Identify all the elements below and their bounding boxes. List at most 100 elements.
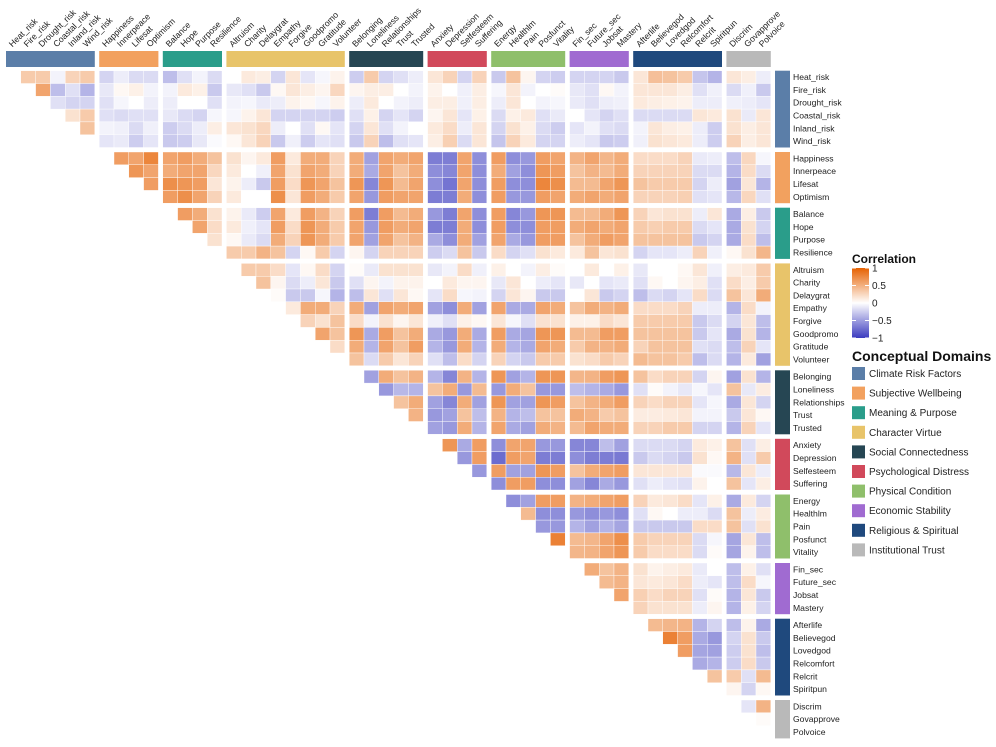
heatmap-cell xyxy=(457,233,473,247)
heatmap-cell xyxy=(378,83,394,97)
row-domain-bar xyxy=(775,700,790,739)
row-domain-bars xyxy=(775,70,790,739)
heatmap-cell xyxy=(378,370,394,384)
heatmap-cell xyxy=(270,190,286,204)
heatmap-cell xyxy=(633,70,649,84)
heatmap-cell xyxy=(177,177,193,191)
heatmap-cell xyxy=(662,507,678,521)
heatmap-cell xyxy=(726,464,742,478)
heatmap-cell xyxy=(707,327,723,341)
heatmap-cell xyxy=(471,207,488,221)
heatmap-cell xyxy=(633,464,649,478)
heatmap-cell xyxy=(633,151,649,166)
row-labels: Heat_risk Fire_risk Drought_risk Coastal_ri… xyxy=(793,72,845,737)
heatmap-cell xyxy=(128,164,144,178)
heatmap-cell xyxy=(741,494,757,508)
heatmap-cell xyxy=(491,121,507,135)
heatmap-cell xyxy=(692,207,708,221)
heatmap-cell xyxy=(491,151,507,166)
heatmap-cell xyxy=(442,370,458,384)
heatmap-cell xyxy=(662,108,678,123)
heatmap-cell xyxy=(647,588,664,602)
heatmap-cell xyxy=(647,96,664,110)
heatmap-cell xyxy=(285,177,301,191)
heatmap-cell xyxy=(707,96,723,110)
heatmap-cell xyxy=(226,96,242,110)
heatmap-cell xyxy=(192,164,208,178)
heatmap-cell xyxy=(442,408,458,422)
heatmap-cell xyxy=(206,177,223,191)
heatmap-cell xyxy=(471,382,488,397)
heatmap-cell xyxy=(647,352,664,367)
row-domain-bar xyxy=(775,563,790,615)
heatmap-cell xyxy=(471,134,488,148)
heatmap-cell xyxy=(726,352,742,367)
heatmap-cell xyxy=(647,562,664,577)
heatmap-cell xyxy=(471,151,488,166)
heatmap-cell xyxy=(408,70,424,84)
heatmap-cell xyxy=(707,207,723,221)
heatmap-cell xyxy=(393,370,409,384)
heatmap-cell xyxy=(505,314,522,328)
heatmap-cell xyxy=(300,220,316,234)
heatmap-cell xyxy=(569,134,585,148)
heatmap-cell xyxy=(393,263,409,277)
heatmap-cell xyxy=(755,438,772,452)
heatmap-cell xyxy=(755,83,772,97)
heatmap-cell xyxy=(755,70,772,84)
row-label: Future_sec xyxy=(793,577,837,587)
heatmap-cell xyxy=(633,327,649,341)
heatmap-cell xyxy=(662,370,678,384)
heatmap-cell xyxy=(692,177,708,191)
heatmap-cell xyxy=(520,421,536,435)
heatmap-cell xyxy=(613,340,630,354)
heatmap-cell xyxy=(613,451,630,465)
heatmap-cell xyxy=(741,477,757,491)
heatmap-cell xyxy=(535,352,551,367)
heatmap-cell xyxy=(329,263,346,277)
domain-legend-swatch xyxy=(852,504,865,518)
column-domain-bar xyxy=(99,51,159,67)
heatmap-cell xyxy=(442,108,458,123)
heatmap-cell xyxy=(647,288,664,303)
heatmap-cell xyxy=(491,408,507,422)
heatmap-cell xyxy=(329,151,346,166)
heatmap-cell xyxy=(427,245,443,260)
heatmap-cell xyxy=(647,220,664,234)
heatmap-cell xyxy=(692,276,708,290)
heatmap-cell xyxy=(569,245,585,260)
heatmap-cell xyxy=(285,108,301,123)
heatmap-cell xyxy=(726,477,742,491)
heatmap-cell xyxy=(741,408,757,422)
heatmap-cell xyxy=(177,164,193,178)
heatmap-cell xyxy=(741,438,757,452)
heatmap-cell xyxy=(726,327,742,341)
heatmap-cell xyxy=(520,276,536,290)
heatmap-cell xyxy=(143,151,159,166)
heatmap-cell xyxy=(741,644,757,658)
heatmap-cell xyxy=(378,340,394,354)
heatmap-cell xyxy=(349,164,365,178)
heatmap-cell xyxy=(457,314,473,328)
heatmap-cell xyxy=(50,96,66,110)
heatmap-cell xyxy=(177,96,193,110)
heatmap-cell xyxy=(662,233,678,247)
heatmap-cell xyxy=(408,134,424,148)
heatmap-cell xyxy=(599,83,615,97)
row-domain-bar xyxy=(775,152,790,204)
heatmap-cell xyxy=(471,340,488,354)
domain-legend-swatch xyxy=(852,425,865,439)
heatmap-cell xyxy=(240,121,257,135)
heatmap-cell xyxy=(393,382,409,397)
heatmap-cell xyxy=(79,121,96,135)
heatmap-cell xyxy=(647,451,664,465)
heatmap-cell xyxy=(569,220,585,234)
heatmap-cell xyxy=(662,438,678,452)
heatmap-cell xyxy=(550,395,566,409)
heatmap-cell xyxy=(550,233,566,247)
heatmap-cell xyxy=(363,134,380,148)
heatmap-cell xyxy=(505,220,522,234)
heatmap-cell xyxy=(692,519,708,534)
heatmap-cell xyxy=(408,276,424,290)
row-label: Govapprove xyxy=(793,714,840,724)
